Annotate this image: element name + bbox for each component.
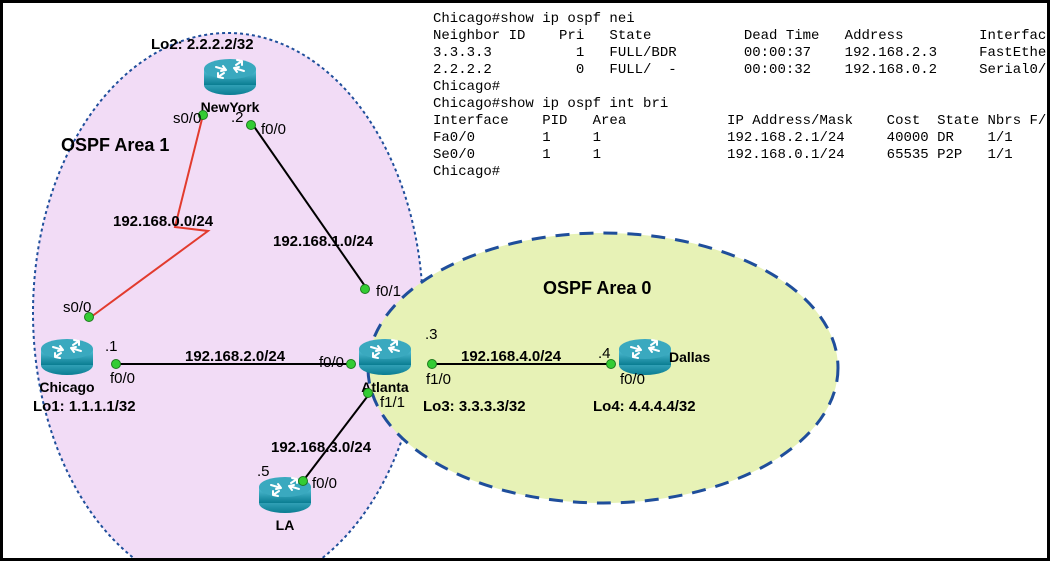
lo-newyork: Lo2: 2.2.2.2/32	[151, 36, 254, 53]
port-atl-f10-dot	[427, 359, 437, 369]
port-ny-s00-label: s0/0	[173, 110, 201, 127]
cli-line: Neighbor ID Pri State Dead Time Address …	[433, 28, 1050, 44]
router-chicago-label: Chicago	[35, 379, 99, 395]
ospf-area0-label: OSPF Area 0	[543, 278, 651, 299]
router-la-label: LA	[253, 517, 317, 533]
port-la-f00-label: f0/0	[312, 475, 337, 492]
hostbit-la: .5	[257, 463, 270, 480]
port-atl-f00-dot	[346, 359, 356, 369]
hostbit-atlanta: .3	[425, 326, 438, 343]
cli-line: Chicago#show ip ospf nei	[433, 11, 635, 27]
router-atlanta: Atlanta	[353, 335, 417, 395]
port-la-f00-dot	[298, 476, 308, 486]
cli-line: 2.2.2.2 0 FULL/ - 00:00:32 192.168.0.2 S…	[433, 62, 1050, 78]
cli-output: Chicago#show ip ospf nei Neighbor ID Pri…	[433, 11, 1050, 181]
cli-line: Interface PID Area IP Address/Mask Cost …	[433, 113, 1050, 129]
cli-line: Chicago#	[433, 164, 500, 180]
cli-line: Se0/0 1 1 192.168.0.1/24 65535 P2P 1/1	[433, 147, 1013, 163]
router-icon	[202, 55, 258, 97]
diagram-frame: { "canvas":{"w":1050,"h":561, "area1":{"…	[0, 0, 1050, 561]
port-atl-f01-label: f0/1	[376, 283, 401, 300]
cli-line: Chicago#	[433, 79, 500, 95]
cli-line: Chicago#show ip ospf int bri	[433, 96, 668, 112]
hostbit-chicago: .1	[105, 338, 118, 355]
subnet-ny-chi: 192.168.0.0/24	[113, 213, 213, 230]
port-atl-f00-label: f0/0	[319, 354, 344, 371]
ospf-area0-ellipse	[368, 233, 838, 503]
port-atl-f11-label: f1/1	[380, 394, 405, 411]
port-dal-f00-label: f0/0	[620, 371, 645, 388]
router-dallas-label: Dallas	[669, 349, 710, 365]
port-dal-f00-dot	[606, 359, 616, 369]
port-atl-f10-label: f1/0	[426, 371, 451, 388]
port-atl-f01-dot	[360, 284, 370, 294]
port-ny-f00-label: f0/0	[261, 121, 286, 138]
port-chi-f00-dot	[111, 359, 121, 369]
hostbit-newyork: .2	[231, 109, 244, 126]
cli-line: 3.3.3.3 1 FULL/BDR 00:00:37 192.168.2.3 …	[433, 45, 1050, 61]
lo-dallas: Lo4: 4.4.4.4/32	[593, 398, 696, 415]
router-chicago: Chicago	[35, 335, 99, 395]
port-chi-f00-label: f0/0	[110, 370, 135, 387]
port-chi-s00-label: s0/0	[63, 299, 91, 316]
cli-line: Fa0/0 1 1 192.168.2.1/24 40000 DR 1/1	[433, 130, 1013, 146]
subnet-atl-dal: 192.168.4.0/24	[461, 348, 561, 365]
port-ny-f00-dot	[246, 120, 256, 130]
subnet-ny-atl: 192.168.1.0/24	[273, 233, 373, 250]
lo-atlanta: Lo3: 3.3.3.3/32	[423, 398, 526, 415]
port-atl-f11-dot	[363, 388, 373, 398]
router-icon	[357, 335, 413, 377]
subnet-atl-la: 192.168.3.0/24	[271, 439, 371, 456]
router-newyork: NewYork	[198, 55, 262, 115]
router-icon	[39, 335, 95, 377]
lo-chicago: Lo1: 1.1.1.1/32	[33, 398, 136, 415]
ospf-area1-label: OSPF Area 1	[61, 135, 169, 156]
subnet-chi-atl: 192.168.2.0/24	[185, 348, 285, 365]
